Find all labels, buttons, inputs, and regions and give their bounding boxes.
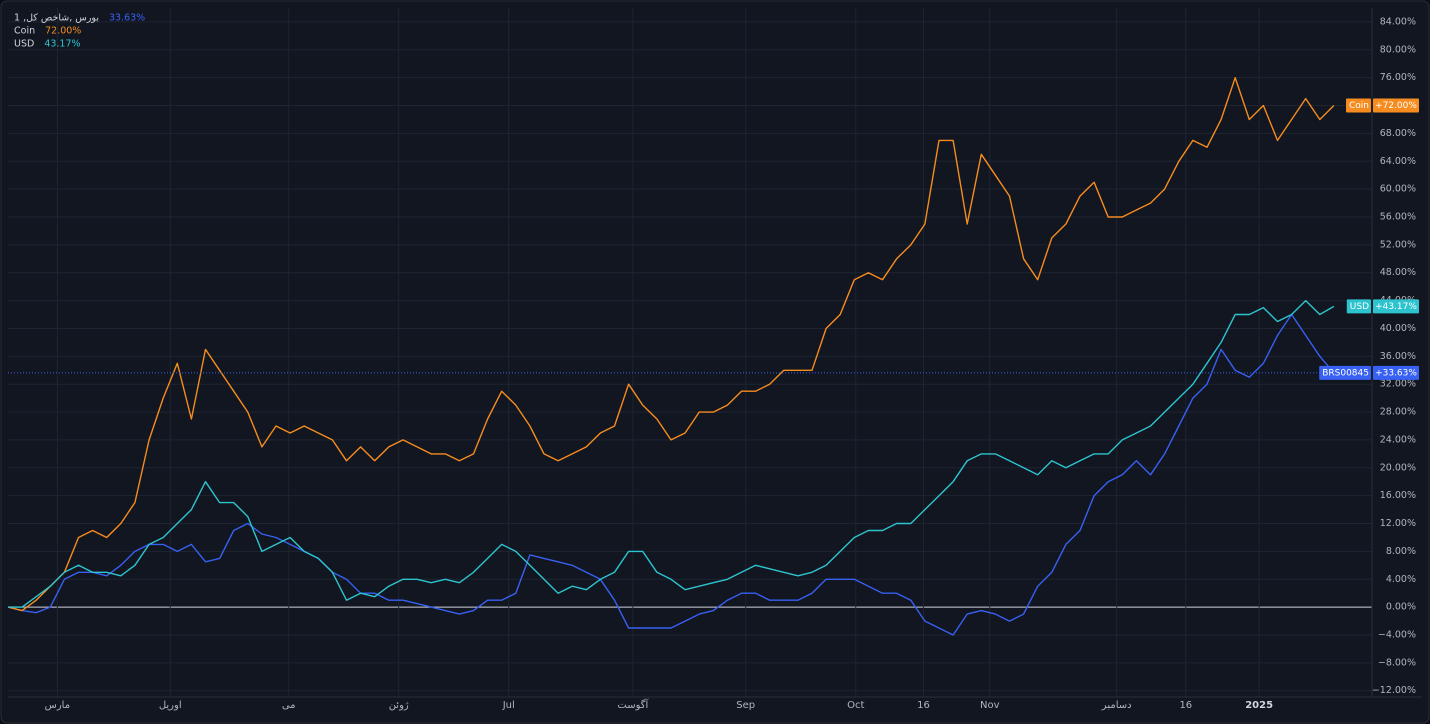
x-tick-label: Sep <box>736 700 755 711</box>
x-tick-label: Nov <box>980 700 1000 711</box>
legend-value: 33.63% <box>109 13 145 24</box>
y-tick-label: 36.00% <box>1380 351 1416 362</box>
tag-name: BRS00845 <box>1322 368 1369 378</box>
tag-value-box <box>1373 299 1419 314</box>
y-tick-label: 52.00% <box>1380 239 1416 250</box>
y-tick-label: 0.00% <box>1386 602 1416 613</box>
x-tick-label: 2025 <box>1245 700 1273 711</box>
y-tick-label: 12.00% <box>1380 518 1416 529</box>
y-tick-label: −8.00% <box>1378 657 1416 668</box>
tag-value: +43.17% <box>1375 302 1417 312</box>
y-tick-label: 28.00% <box>1380 407 1416 418</box>
series-line <box>7 313 1335 636</box>
x-tick-label: ژوئن <box>389 700 409 711</box>
series-line <box>8 299 1335 608</box>
y-tick-label: 64.00% <box>1380 156 1416 167</box>
x-tick-label: دسامبر <box>1101 700 1132 711</box>
y-tick-label: 76.00% <box>1380 72 1416 83</box>
tag-value: +33.63% <box>1375 368 1417 378</box>
x-tick-label: Jul <box>502 700 515 711</box>
tag-box <box>1319 365 1371 380</box>
y-tick-label: 4.00% <box>1386 574 1416 585</box>
tag-name: Coin <box>1349 101 1369 111</box>
y-tick-label: 8.00% <box>1386 546 1416 557</box>
price-tag: USD +43.17% <box>1346 299 1419 314</box>
y-tick-label: 40.00% <box>1380 323 1416 334</box>
y-tick-label: 84.00% <box>1380 16 1416 27</box>
x-tick-label: 16 <box>1179 700 1192 711</box>
y-tick-label: 24.00% <box>1380 434 1416 445</box>
x-tick-label: 16 <box>917 700 930 711</box>
y-tick-label: 56.00% <box>1380 211 1416 222</box>
tag-value-box <box>1373 98 1419 113</box>
tag-name: USD <box>1350 302 1369 312</box>
y-tick-label: −4.00% <box>1378 629 1416 640</box>
y-tick-label: −12.00% <box>1372 685 1416 696</box>
y-tick-label: 16.00% <box>1380 490 1416 501</box>
legend-value: 43.17% <box>44 39 80 50</box>
y-tick-label: 20.00% <box>1380 462 1416 473</box>
x-tick-label: می <box>282 700 296 711</box>
y-tick-label: 80.00% <box>1380 44 1416 55</box>
tag-value: +72.00% <box>1375 101 1417 111</box>
y-tick-label: 60.00% <box>1380 184 1416 195</box>
legend-name: بورس ,شاخص کل, 1 <box>14 13 99 24</box>
price-tag: BRS00845 +33.63% <box>1319 365 1419 380</box>
tag-value-box <box>1373 365 1419 380</box>
y-tick-label: 68.00% <box>1380 128 1416 139</box>
x-tick-label: اوریل <box>159 700 182 711</box>
legend-value: 72.00% <box>45 26 81 37</box>
price-tag: Coin +72.00% <box>1346 98 1419 113</box>
legend-name: USD <box>14 39 34 50</box>
tag-box <box>1346 299 1371 314</box>
series-line <box>7 77 1335 612</box>
x-tick-label: مارس <box>45 700 70 711</box>
y-tick-label: 32.00% <box>1380 379 1416 390</box>
legend-name: Coin <box>14 26 35 37</box>
x-tick-label: آگوست <box>617 698 649 711</box>
tag-box <box>1346 98 1371 113</box>
x-tick-label: Oct <box>847 700 864 711</box>
y-tick-label: 48.00% <box>1380 267 1416 278</box>
